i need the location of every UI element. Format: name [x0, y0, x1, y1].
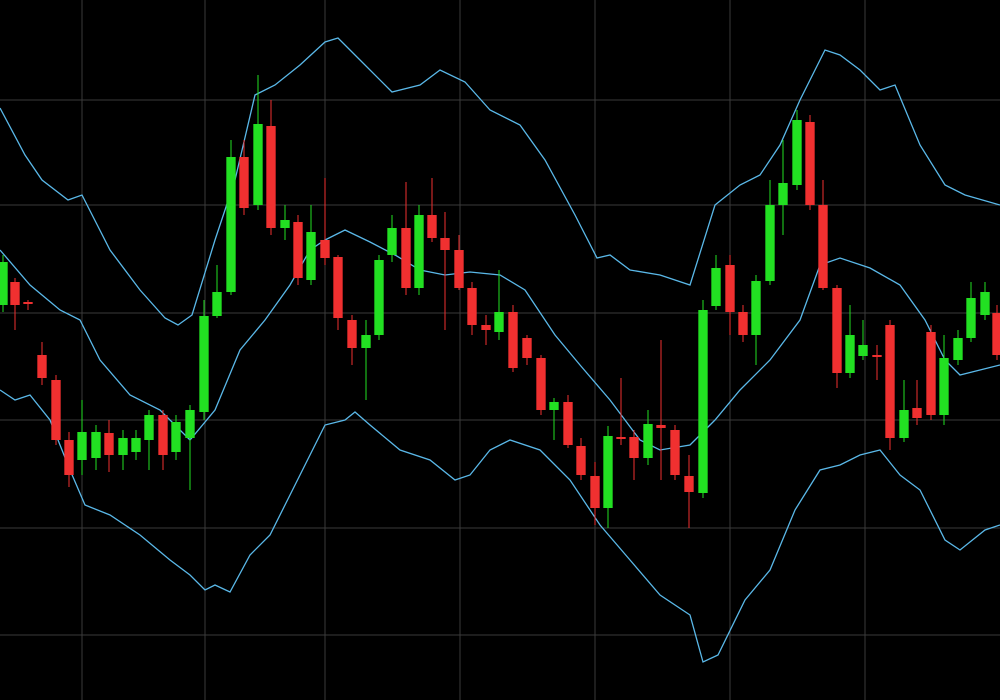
- candle-body: [953, 338, 963, 360]
- band-line: [0, 389, 1000, 663]
- candle-body: [818, 205, 828, 288]
- candle-body: [549, 402, 559, 410]
- candle-body: [253, 124, 263, 205]
- candle-body: [494, 312, 504, 332]
- candle-body: [563, 402, 573, 445]
- candle-body: [522, 338, 532, 358]
- candle-body: [158, 415, 168, 455]
- candle-body: [778, 183, 788, 205]
- candle-body: [320, 240, 330, 258]
- candle-body: [51, 380, 61, 440]
- candle-body: [939, 358, 949, 415]
- candle-body: [616, 437, 626, 439]
- candle-body: [725, 265, 735, 312]
- candle-body: [792, 120, 802, 185]
- candle-body: [226, 157, 236, 292]
- candle-body: [899, 410, 909, 438]
- candle-body: [266, 126, 276, 228]
- candle-body: [0, 262, 8, 305]
- candle-body: [656, 425, 666, 428]
- candle-body: [64, 440, 74, 475]
- candle-body: [576, 446, 586, 475]
- band-line: [0, 37, 1000, 326]
- candle-body: [872, 355, 882, 357]
- candle-body: [481, 325, 491, 330]
- candle-body: [603, 436, 613, 508]
- candle-body: [387, 228, 397, 255]
- candle-body: [280, 220, 290, 228]
- candle-body: [643, 424, 653, 458]
- candle-body: [23, 302, 33, 304]
- candle-body: [199, 316, 209, 412]
- candle-body: [980, 292, 990, 315]
- candle-body: [212, 292, 222, 316]
- candle-body: [805, 122, 815, 205]
- candle-body: [414, 215, 424, 288]
- candle-body: [293, 222, 303, 278]
- candle-body: [590, 476, 600, 508]
- candle-body: [992, 313, 1000, 355]
- candle-body: [144, 415, 154, 440]
- candle-body: [239, 157, 249, 208]
- candle-body: [684, 476, 694, 492]
- candle-body: [10, 282, 20, 305]
- candle-body: [467, 288, 477, 325]
- candle-body: [536, 358, 546, 410]
- candle-body: [374, 260, 384, 335]
- candle-body: [711, 268, 721, 306]
- candle-body: [440, 238, 450, 250]
- candle-body: [361, 335, 371, 348]
- candle-body: [306, 232, 316, 280]
- candle-body: [77, 432, 87, 460]
- candle-body: [845, 335, 855, 373]
- candle-body: [454, 250, 464, 288]
- candle-body: [629, 437, 639, 458]
- candle-body: [765, 205, 775, 281]
- candle-body: [966, 298, 976, 338]
- candle-body: [104, 433, 114, 455]
- candle-body: [347, 320, 357, 348]
- candle-body: [912, 408, 922, 418]
- candle-body: [37, 355, 47, 378]
- candle-body: [926, 332, 936, 415]
- candle-body: [118, 438, 128, 455]
- candle-body: [738, 312, 748, 335]
- candle-body: [91, 432, 101, 458]
- candle-body: [832, 288, 842, 373]
- candle-body: [401, 228, 411, 288]
- candle-body: [185, 410, 195, 438]
- candle-body: [698, 310, 708, 493]
- candle-body: [131, 438, 141, 452]
- candle-body: [508, 312, 518, 368]
- candle-body: [858, 345, 868, 356]
- candle-body: [427, 215, 437, 238]
- candle-body: [670, 430, 680, 475]
- candle-body: [171, 422, 181, 452]
- candle-body: [885, 325, 895, 438]
- candle-body: [751, 281, 761, 335]
- candle-body: [333, 257, 343, 318]
